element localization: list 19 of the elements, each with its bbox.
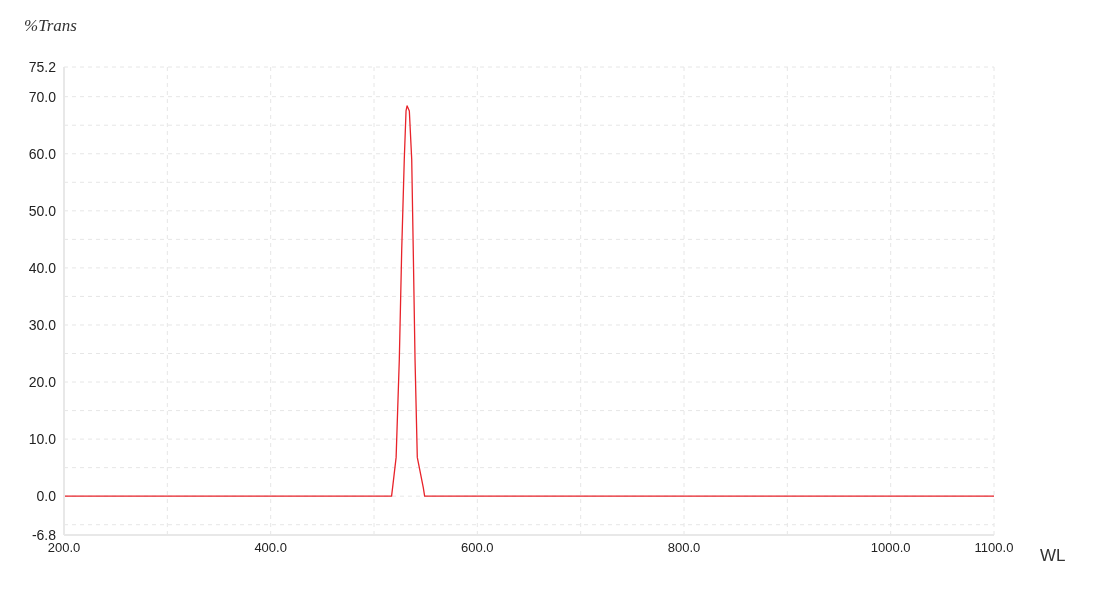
- y-tick-label: 10.0: [28, 431, 57, 448]
- y-tick-label: 30.0: [28, 316, 57, 333]
- y-tick-label: 75.2: [28, 58, 57, 75]
- x-tick-label: 800.0: [667, 540, 701, 556]
- y-tick-label: 20.0: [28, 374, 57, 391]
- y-tick-label: 40.0: [28, 259, 57, 276]
- y-tick-label: 60.0: [28, 145, 57, 162]
- x-axis-title: WL: [1040, 546, 1066, 566]
- line-series: [64, 105, 994, 497]
- x-tick-label: 200.0: [47, 540, 81, 556]
- x-tick-label: 400.0: [254, 540, 287, 556]
- x-tick-label: 1100.0: [974, 540, 1014, 556]
- y-axis-title: %Trans: [24, 16, 77, 36]
- y-tick-label: 70.0: [28, 88, 57, 105]
- y-tick-label: -6.8: [31, 526, 57, 543]
- y-tick-label: 0.0: [36, 488, 57, 505]
- x-tick-label: 1000.0: [870, 540, 911, 556]
- y-tick-label: 50.0: [28, 202, 57, 219]
- x-tick-label: 600.0: [461, 540, 494, 556]
